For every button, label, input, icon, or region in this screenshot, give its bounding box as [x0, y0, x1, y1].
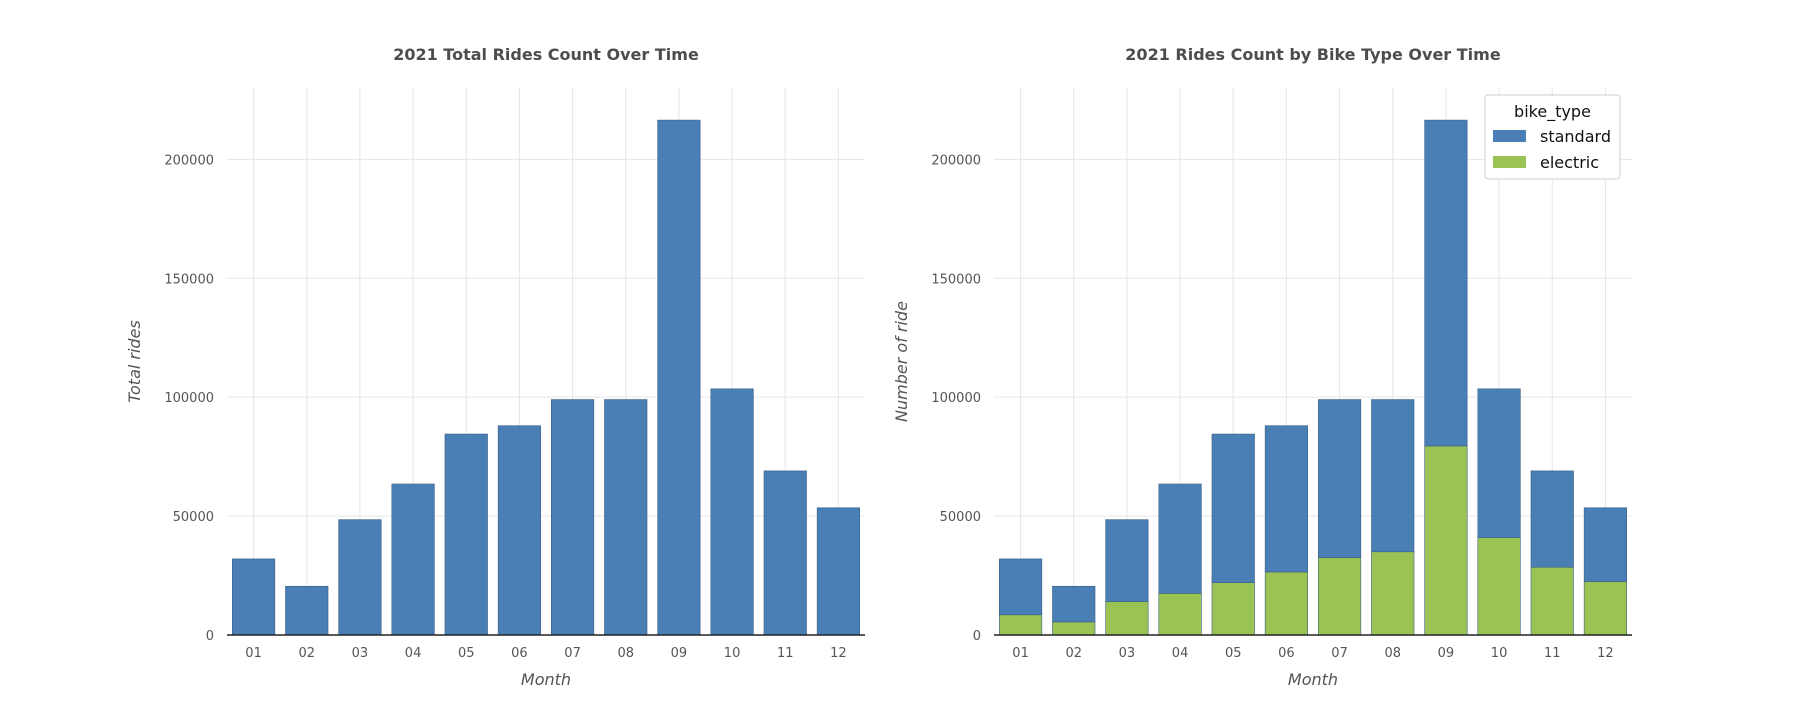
legend: bike_type standard electric	[1484, 94, 1621, 180]
bar-11	[763, 470, 807, 636]
bar-06	[497, 425, 541, 636]
chart-title: 2021 Rides Count by Bike Type Over Time	[1125, 45, 1501, 64]
bar-09	[657, 119, 701, 636]
bar-electric-11	[1530, 566, 1574, 636]
x-tick-label: 07	[564, 646, 581, 661]
bars	[232, 119, 860, 636]
bar-standard-01	[999, 558, 1043, 616]
x-tick-label: 03	[352, 646, 369, 661]
bar-01	[232, 558, 276, 636]
x-tick-label: 04	[405, 646, 422, 661]
x-tick-label: 10	[1491, 646, 1508, 661]
bar-08	[604, 399, 648, 636]
bar-standard-09	[1424, 119, 1468, 447]
bar-07	[551, 399, 595, 636]
y-axis-label: Total rides	[125, 320, 144, 403]
bar-standard-06	[1264, 425, 1308, 573]
y-tick-labels: 0 50000 100000 150000 200000	[931, 153, 981, 644]
bar-standard-05	[1211, 433, 1255, 583]
legend-title: bike_type	[1514, 102, 1591, 122]
legend-swatch-electric	[1493, 156, 1526, 168]
chart-total-rides: 0 50000 100000 150000 200000 01 02 03 04 05 06 07 08…	[125, 45, 865, 689]
bar-standard-03	[1105, 519, 1149, 603]
bar-electric-06	[1264, 571, 1308, 636]
x-tick-label: 03	[1119, 646, 1136, 661]
x-tick-label: 05	[458, 646, 475, 661]
y-tick-label: 150000	[931, 272, 981, 287]
x-tick-label: 02	[298, 646, 315, 661]
bar-electric-01	[999, 614, 1043, 636]
chart-rides-by-bike-type: 0 50000 100000 150000 200000 01 02 03 04 05 06 07 08…	[892, 45, 1632, 689]
x-tick-label: 10	[724, 646, 741, 661]
x-tick-label: 08	[617, 646, 634, 661]
bar-electric-09	[1424, 445, 1468, 636]
bar-standard-11	[1530, 470, 1574, 568]
bar-standard-02	[1052, 585, 1096, 623]
y-tick-label: 100000	[931, 391, 981, 406]
x-tick-label: 08	[1384, 646, 1401, 661]
bar-standard-07	[1318, 399, 1362, 559]
x-tick-label: 07	[1331, 646, 1348, 661]
x-tick-label: 11	[777, 646, 794, 661]
y-tick-label: 200000	[931, 153, 981, 168]
bar-10	[710, 388, 754, 636]
bar-electric-03	[1105, 601, 1149, 636]
bar-04	[391, 483, 435, 636]
bar-standard-04	[1158, 483, 1202, 594]
y-tick-label: 200000	[164, 153, 214, 168]
legend-entry-electric: electric	[1540, 153, 1599, 172]
y-tick-label: 0	[973, 629, 981, 644]
bar-03	[338, 519, 382, 636]
y-tick-label: 50000	[940, 510, 981, 525]
x-tick-label: 11	[1544, 646, 1561, 661]
bar-electric-02	[1052, 621, 1096, 636]
chart-title: 2021 Total Rides Count Over Time	[393, 45, 699, 64]
x-tick-label: 09	[1438, 646, 1455, 661]
x-axis-label: Month	[521, 670, 571, 689]
bar-12	[816, 507, 860, 636]
x-tick-label: 05	[1225, 646, 1242, 661]
x-tick-label: 09	[671, 646, 688, 661]
x-tick-label: 02	[1065, 646, 1082, 661]
y-tick-label: 0	[206, 629, 214, 644]
bar-05	[444, 433, 488, 636]
x-tick-label: 01	[245, 646, 262, 661]
x-tick-label: 04	[1172, 646, 1189, 661]
bar-standard-10	[1477, 388, 1521, 538]
x-tick-labels: 01 02 03 04 05 06 07 08 09 10 11 12	[1012, 646, 1613, 661]
x-tick-label: 12	[830, 646, 847, 661]
bar-electric-07	[1318, 557, 1362, 636]
x-tick-label: 06	[511, 646, 528, 661]
x-tick-label: 01	[1012, 646, 1029, 661]
x-tick-labels: 01 02 03 04 05 06 07 08 09 10 11 12	[245, 646, 846, 661]
x-tick-label: 06	[1278, 646, 1295, 661]
y-tick-label: 100000	[164, 391, 214, 406]
bars	[999, 119, 1627, 636]
legend-swatch-standard	[1493, 130, 1526, 142]
bar-electric-12	[1583, 581, 1627, 636]
y-tick-labels: 0 50000 100000 150000 200000	[164, 153, 214, 644]
bar-electric-04	[1158, 593, 1202, 636]
legend-entry-standard: standard	[1540, 127, 1611, 146]
bar-standard-08	[1371, 399, 1415, 553]
x-axis-label: Month	[1288, 670, 1338, 689]
bar-electric-08	[1371, 551, 1415, 636]
bar-electric-05	[1211, 582, 1255, 636]
y-axis-label: Number of ride	[892, 301, 911, 422]
y-tick-label: 50000	[173, 510, 214, 525]
bar-electric-10	[1477, 537, 1521, 636]
bar-02	[285, 585, 329, 636]
x-tick-label: 12	[1597, 646, 1614, 661]
y-tick-label: 150000	[164, 272, 214, 287]
bar-standard-12	[1583, 507, 1627, 582]
